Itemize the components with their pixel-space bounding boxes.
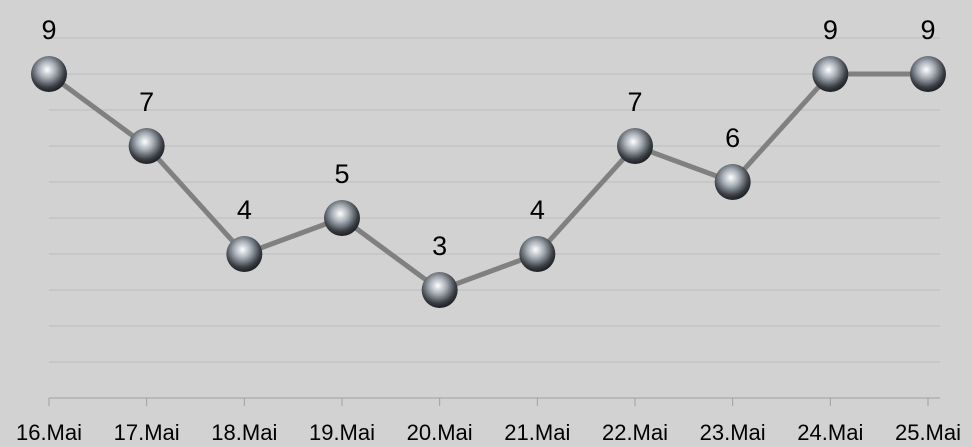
x-tick-label: 24.Mai [797,420,863,445]
data-label: 5 [334,159,349,189]
data-label: 4 [237,195,252,225]
data-point [324,200,360,236]
data-point [31,56,67,92]
x-tick-label: 25.Mai [895,420,961,445]
data-label: 9 [920,15,935,45]
x-tick-label: 17.Mai [114,420,180,445]
data-point [128,128,165,164]
data-label: 7 [139,87,154,117]
data-point [226,236,263,272]
x-tick-label: 20.Mai [407,420,473,445]
data-point [812,56,849,92]
data-label: 7 [627,87,642,117]
data-label: 6 [725,123,740,153]
x-tick-label: 19.Mai [309,420,375,445]
x-tick-label: 16.Mai [16,420,82,445]
data-point [519,236,556,272]
x-tick-label: 18.Mai [211,420,277,445]
data-label: 9 [41,15,56,45]
data-point [714,164,751,200]
data-label: 9 [823,15,838,45]
data-label: 3 [432,231,447,261]
x-tick-label: 23.Mai [700,420,766,445]
data-point [910,56,946,92]
x-tick-label: 21.Mai [504,420,570,445]
x-tick-label: 22.Mai [602,420,668,445]
data-point [617,128,653,164]
data-point [421,272,458,308]
data-label: 4 [530,195,545,225]
data-line [47,71,928,293]
